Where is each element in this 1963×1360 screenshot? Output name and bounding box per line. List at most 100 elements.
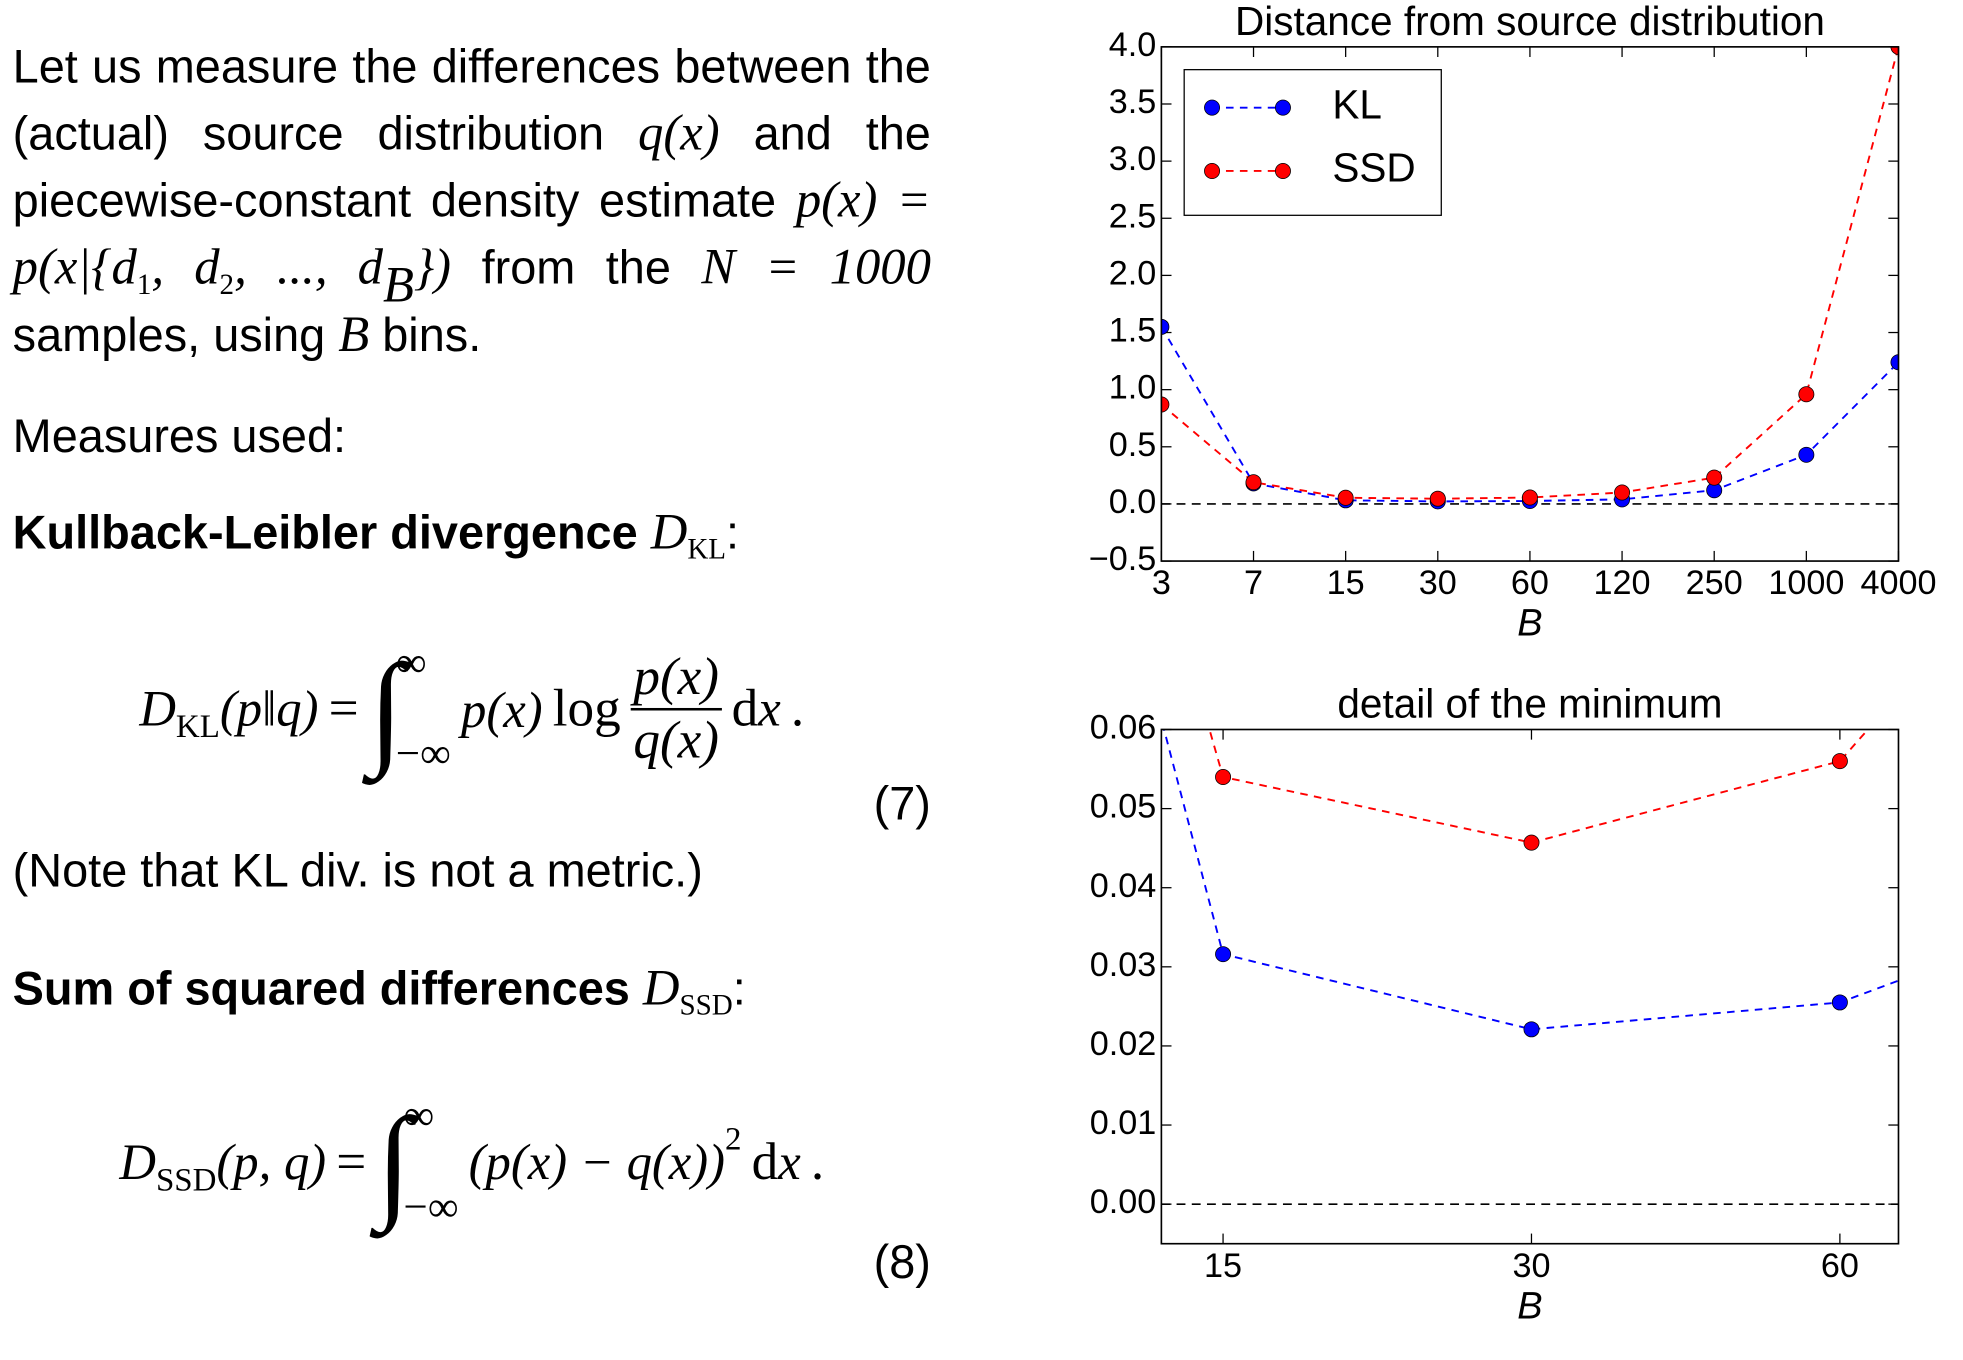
math-text: D [650, 502, 688, 560]
y-tick-label: 0.02 [1090, 1025, 1157, 1063]
text-span: and the piecewise-constant density estim… [12, 107, 931, 227]
text-span: SSD [679, 989, 733, 1021]
text-span: −∞ [395, 730, 451, 778]
text-span: = [328, 680, 359, 739]
text-span: log [552, 680, 621, 739]
series-line [1161, 326, 1899, 503]
text-span: SSD [155, 1161, 217, 1199]
plot-frame [1160, 46, 1900, 562]
x-axis-label: B [1517, 1285, 1542, 1327]
text-span: KL [687, 533, 727, 565]
math-text: D [642, 958, 680, 1016]
y-tick-label: 0.05 [1090, 788, 1157, 826]
data-point [1161, 318, 1170, 335]
x-tick-label: 30 [1512, 1247, 1550, 1285]
kl-heading: Kullback-Leibler divergence DKL: [13, 499, 931, 566]
measures-label: Measures used: [12, 410, 347, 463]
math-text: (p(x) − q(x)) [468, 1133, 726, 1191]
legend-label: SSD [1332, 145, 1415, 191]
legend-label: KL [1332, 81, 1382, 127]
x-tick-label: 7 [1244, 564, 1263, 602]
plot-area [1161, 46, 1899, 510]
x-tick-label: 30 [1419, 564, 1457, 602]
math-text: (p‖q) [219, 680, 319, 738]
text-span: Let us measure the differences between t… [12, 40, 931, 160]
math-text: B [338, 305, 370, 363]
y-tick-label: 0.00 [1090, 1183, 1157, 1221]
math-text: x [778, 1133, 801, 1191]
math-text: N = 1000 [701, 238, 931, 296]
x-tick-label: 15 [1204, 1247, 1242, 1285]
data-point [1337, 489, 1354, 506]
y-tick-label: 0.03 [1090, 946, 1157, 984]
x-tick-label: 4000 [1860, 564, 1936, 602]
y-tick-label: 2.0 [1109, 254, 1157, 292]
text-span: ∞ [395, 639, 427, 687]
x-tick-label: 250 [1686, 564, 1743, 602]
y-tick-label: 0.06 [1090, 709, 1157, 747]
chart-title: detail of the minimum [1337, 680, 1722, 726]
math-text: B [382, 255, 414, 313]
equation-number: (8) [873, 1236, 931, 1289]
x-axis-label: B [1517, 603, 1542, 645]
text-span: . [790, 680, 805, 739]
x-tick-label: 15 [1327, 564, 1365, 602]
ssd-heading: Sum of squared differences DSSD: [13, 955, 931, 1022]
chart-title: Distance from source distribution [1235, 0, 1825, 44]
y-tick-label: 1.5 [1109, 312, 1157, 350]
legend-box [1183, 69, 1442, 216]
text-span: ∞ [403, 1092, 435, 1140]
equation-number: (7) [873, 777, 931, 830]
data-point [1245, 474, 1262, 491]
text-span: DKL(p‖q) [139, 679, 319, 743]
y-tick-label: 1.0 [1109, 369, 1157, 407]
text-span: ∫ ∞ −∞ [376, 1093, 458, 1232]
y-tick-label: 0.01 [1090, 1104, 1157, 1142]
data-point [1161, 396, 1170, 413]
text-span: = [336, 1133, 367, 1192]
x-tick-label: 120 [1594, 564, 1651, 602]
note: (Note that KL div. is not a metric.) [12, 844, 703, 897]
legend-marker [1204, 99, 1221, 116]
x-tick-label: 3 [1152, 564, 1171, 602]
math-text: D [119, 1133, 156, 1191]
y-tick-label: 0.5 [1109, 426, 1157, 464]
math-text: }) [413, 238, 452, 296]
math-text: p(x) = p(x|{d [12, 170, 931, 296]
math-text: D [139, 680, 176, 738]
text-span: dx [732, 679, 781, 740]
data-point [1890, 354, 1899, 371]
bold-text: Sum of squared differences [12, 962, 630, 1015]
data-point [1831, 994, 1848, 1011]
y-tick-label: 0.04 [1090, 867, 1157, 905]
text-span: q(x) [633, 711, 719, 771]
intro-paragraph: Let us measure the differences between t… [13, 34, 931, 368]
text-span: ∫ [376, 1091, 412, 1233]
text-span: −∞ [403, 1184, 459, 1232]
text-span: dx [752, 1132, 801, 1193]
text-span: KL [175, 708, 220, 745]
legend-marker [1204, 162, 1221, 179]
math-text: , ..., d [234, 238, 383, 296]
data-point [1429, 490, 1446, 507]
text-span: : [726, 506, 740, 559]
legend-marker [1274, 162, 1291, 179]
y-tick-label: −0.5 [1089, 540, 1157, 578]
text-span: d [731, 680, 759, 739]
text-span: 2 [725, 1120, 742, 1158]
text-span: 1 [136, 268, 152, 301]
text-span: ∫ ∞ −∞ [369, 640, 451, 779]
data-point [1521, 489, 1538, 506]
text-span: ∫ [368, 638, 404, 779]
text-span: ∞ −∞ [404, 1093, 459, 1232]
math-text: q(x) [638, 103, 720, 161]
legend-marker [1274, 99, 1291, 116]
bold-text: Kullback-Leibler divergence [12, 506, 638, 559]
text-span: 2 [219, 268, 235, 301]
math-text: (p, q) [216, 1133, 327, 1191]
text-span: : [732, 962, 746, 1015]
data-point [1523, 834, 1540, 851]
text-span: samples, using [12, 309, 326, 361]
plot-area [1163, 729, 1899, 1038]
